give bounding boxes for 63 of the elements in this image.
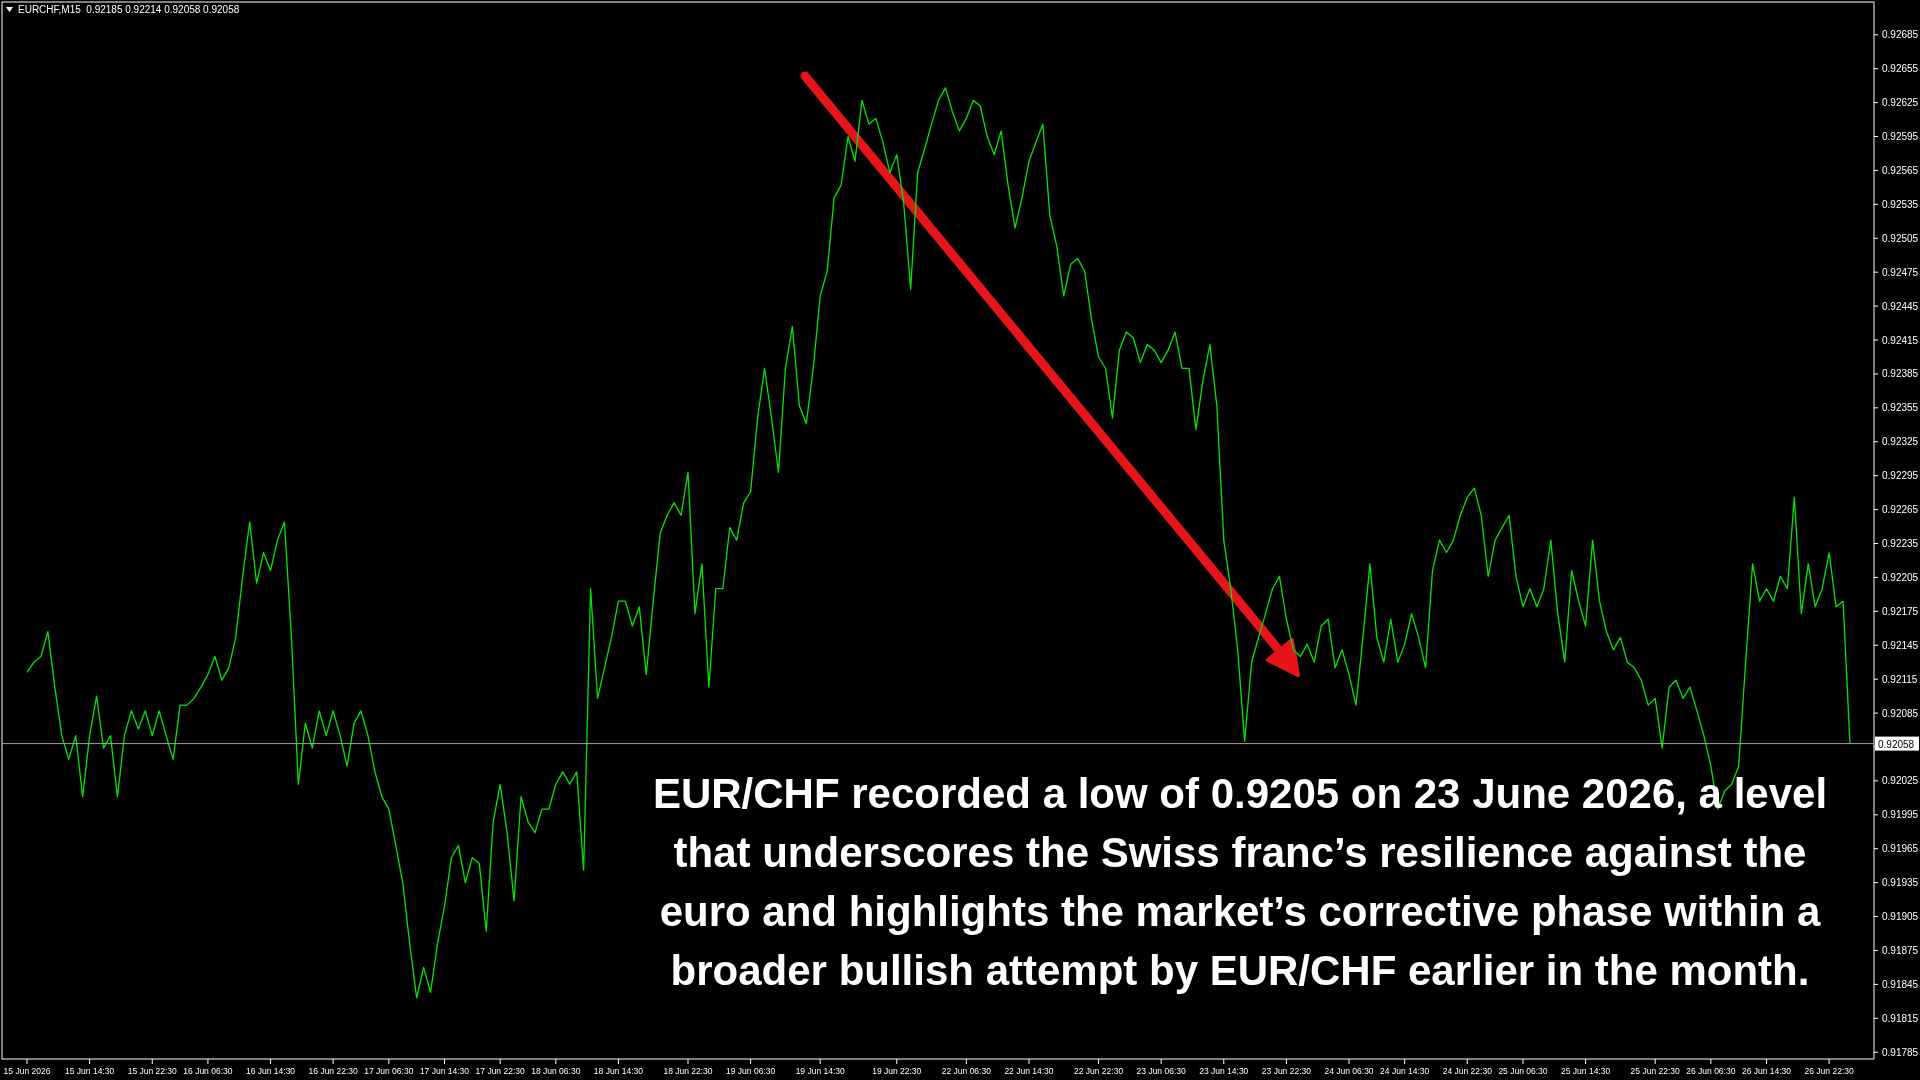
x-tick-label: 24 Jun 22:30 bbox=[1442, 1066, 1493, 1076]
x-tick-label: 23 Jun 22:30 bbox=[1261, 1066, 1312, 1076]
y-tick-label: 0.92325 bbox=[1882, 436, 1919, 448]
y-tick-label: 0.91995 bbox=[1882, 809, 1919, 821]
x-tick-label: 26 Jun 14:30 bbox=[1741, 1066, 1792, 1076]
y-tick-label: 0.92685 bbox=[1882, 29, 1919, 41]
y-tick-label: 0.92235 bbox=[1882, 538, 1919, 549]
x-tick-label: 19 Jun 06:30 bbox=[726, 1066, 776, 1076]
x-tick-label: 18 Jun 14:30 bbox=[593, 1066, 644, 1076]
x-tick-label: 17 Jun 06:30 bbox=[364, 1066, 414, 1076]
x-tick-label: 26 Jun 06:30 bbox=[1686, 1066, 1736, 1076]
x-tick-label: 17 Jun 22:30 bbox=[475, 1066, 525, 1076]
x-tick-label: 23 Jun 06:30 bbox=[1136, 1066, 1186, 1076]
y-tick-label: 0.92115 bbox=[1882, 673, 1918, 685]
ref-line-label: 0.92058 bbox=[1878, 738, 1915, 750]
x-tick-label: 24 Jun 06:30 bbox=[1324, 1066, 1374, 1076]
y-tick-label: 0.92145 bbox=[1882, 639, 1919, 651]
y-tick-label: 0.92355 bbox=[1882, 402, 1919, 414]
x-tick-label: 18 Jun 06:30 bbox=[531, 1066, 581, 1076]
line-series bbox=[26, 87, 1851, 999]
x-tick-label: 22 Jun 22:30 bbox=[1073, 1066, 1124, 1076]
x-tick-label: 25 Jun 06:30 bbox=[1498, 1066, 1548, 1076]
y-tick-label: 0.92625 bbox=[1882, 97, 1919, 109]
x-tick-label: 17 Jun 14:30 bbox=[419, 1066, 470, 1076]
y-tick-label: 0.92085 bbox=[1882, 707, 1919, 719]
y-tick-label: 0.91875 bbox=[1882, 944, 1919, 956]
x-tick-label: 16 Jun 06:30 bbox=[183, 1066, 233, 1076]
y-tick-label: 0.92535 bbox=[1882, 198, 1919, 210]
y-tick-label: 0.92655 bbox=[1882, 63, 1919, 75]
x-tick-label: 25 Jun 14:30 bbox=[1561, 1066, 1611, 1076]
y-tick-label: 0.92205 bbox=[1882, 571, 1919, 583]
x-tick-label: 26 Jun 22:30 bbox=[1804, 1066, 1854, 1076]
x-tick-label: 25 Jun 22:30 bbox=[1630, 1066, 1681, 1076]
x-tick-label: 16 Jun 22:30 bbox=[308, 1066, 358, 1076]
x-tick-label: 23 Jun 14:30 bbox=[1199, 1066, 1249, 1076]
y-tick-label: 0.91965 bbox=[1882, 843, 1919, 855]
y-tick-label: 0.92445 bbox=[1882, 300, 1919, 312]
x-tick-label: 19 Jun 14:30 bbox=[795, 1066, 846, 1076]
y-tick-label: 0.92385 bbox=[1882, 368, 1919, 380]
x-tick-label: 15 Jun 22:30 bbox=[127, 1066, 178, 1076]
y-tick-label: 0.92265 bbox=[1882, 504, 1919, 516]
chart-title: EURCHF,M15 0.92185 0.92214 0.92058 0.92058 bbox=[18, 4, 240, 15]
y-tick-label: 0.92565 bbox=[1882, 164, 1919, 176]
x-tick-label: 15 Jun 2026 bbox=[3, 1066, 51, 1076]
x-tick-label: 15 Jun 14:30 bbox=[65, 1066, 115, 1076]
x-tick-label: 19 Jun 22:30 bbox=[872, 1066, 922, 1076]
y-tick-label: 0.91905 bbox=[1882, 911, 1919, 923]
y-tick-label: 0.92025 bbox=[1882, 775, 1919, 787]
x-tick-label: 22 Jun 06:30 bbox=[941, 1066, 992, 1076]
y-tick-label: 0.91845 bbox=[1882, 978, 1919, 990]
y-tick-label: 0.92475 bbox=[1882, 266, 1919, 278]
y-tick-label: 0.91935 bbox=[1882, 877, 1919, 889]
y-tick-label: 0.92175 bbox=[1882, 605, 1919, 617]
x-tick-label: 18 Jun 22:30 bbox=[663, 1066, 713, 1076]
y-tick-label: 0.92505 bbox=[1882, 232, 1919, 244]
y-tick-label: 0.92415 bbox=[1882, 334, 1919, 346]
x-tick-label: 22 Jun 14:30 bbox=[1004, 1066, 1054, 1076]
x-tick-label: 16 Jun 14:30 bbox=[245, 1066, 296, 1076]
y-tick-label: 0.91785 bbox=[1882, 1046, 1919, 1058]
y-tick-label: 0.91815 bbox=[1882, 1012, 1919, 1024]
y-tick-label: 0.92295 bbox=[1882, 470, 1919, 482]
x-tick-label: 24 Jun 14:30 bbox=[1380, 1066, 1430, 1076]
y-tick-label: 0.92595 bbox=[1882, 131, 1919, 143]
